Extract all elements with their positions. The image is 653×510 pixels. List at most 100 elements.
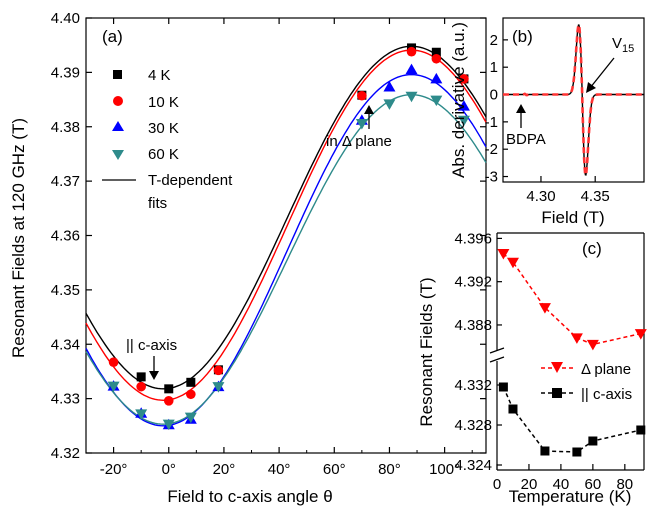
temperature-line-series-0 (502, 253, 641, 346)
temperature-line-series-1 (502, 386, 641, 453)
temperature-point-series-1 (572, 447, 582, 457)
panel-c-x-tick-label: 60 (585, 476, 602, 493)
annotation-c-axis: || c-axis (126, 337, 177, 354)
legend-label-30k: 30 K (148, 120, 179, 137)
panel-b-y-tick-label: 1 (490, 59, 498, 76)
data-point-series-0 (431, 47, 441, 57)
annotation-bdpa-arrowhead (516, 104, 526, 113)
panel-a-y-tick-label: 4.35 (51, 282, 80, 299)
panel-c-legend: Δ plane || c-axis (541, 361, 632, 403)
temperature-point-series-1 (636, 425, 646, 435)
panel-a-y-tick-label: 4.36 (51, 228, 80, 245)
panel-a-y-axis-label: Resonant Fields at 120 GHz (T) (9, 118, 28, 358)
data-point-series-3 (405, 91, 418, 103)
data-point-series-3 (430, 95, 443, 107)
panel-a-legend: 4 K 10 K 30 K 60 K T-dependent fits (102, 67, 233, 212)
panel-b: (b) 4.30 4.35 -3 -2 -1 0 1 2 Field (T) Abs. de… (449, 17, 645, 227)
legend-label-delta: Δ plane (581, 361, 631, 378)
panel-c-label: (c) (582, 239, 602, 258)
legend-label-4k: 4 K (148, 67, 171, 84)
fit-curve-2 (85, 73, 487, 427)
data-point-series-3 (184, 412, 197, 424)
panel-a: (a) -20° 0° 20° 40° 60° 80° 100° 4.32 4.33 4.34 4… (9, 10, 487, 506)
temperature-point-series-0 (506, 257, 519, 269)
panel-c-y-tick-label: 4.392 (454, 274, 492, 291)
temperature-point-series-0 (634, 329, 647, 340)
panel-a-y-tick-label: 4.32 (51, 445, 80, 462)
panel-c-y-tick-label: 4.324 (454, 457, 492, 474)
panel-b-y-axis-label: Abs. derivative (a.u.) (449, 22, 468, 178)
fit-curve-0 (85, 45, 487, 390)
panel-a-y-tick-label: 4.38 (51, 119, 80, 136)
data-point-series-3 (135, 409, 148, 420)
data-point-series-0 (136, 372, 146, 382)
data-point-series-2 (405, 63, 418, 75)
data-point-series-2 (430, 72, 443, 84)
legend-marker-60k (112, 150, 124, 160)
annotation-bdpa: BDPA (506, 131, 546, 148)
temperature-point-series-0 (497, 249, 510, 260)
data-point-series-1 (108, 357, 119, 367)
annotation-v15-arrowhead (586, 82, 596, 93)
temperature-point-series-1 (588, 436, 598, 446)
panel-c-x-tick-label: 20 (521, 476, 538, 493)
temperature-point-series-0 (586, 339, 599, 351)
panel-b-y-tick-label: 0 (490, 87, 498, 104)
data-point-series-1 (431, 53, 442, 64)
data-point-series-1 (163, 396, 174, 406)
data-point-series-1 (459, 74, 469, 84)
panel-a-x-tick-label: 20° (213, 461, 236, 478)
legend-label-fits-1: T-dependent (148, 172, 233, 189)
fit-curve-1 (85, 49, 487, 402)
panel-c-x-tick-label: 0 (493, 476, 501, 493)
temperature-point-series-1 (498, 382, 508, 392)
data-point-series-1 (136, 381, 146, 392)
legend-marker-caxis (552, 388, 562, 398)
spectrum-dashed-line (503, 23, 644, 177)
panel-c-x-axis-label: Temperature (K) (509, 487, 632, 506)
panel-c-y-tick-label: 4.332 (454, 377, 492, 394)
data-point-series-2 (383, 81, 396, 92)
panel-b-label: (b) (512, 27, 533, 46)
data-point-series-3 (383, 99, 396, 110)
data-point-series-1 (186, 389, 196, 400)
temperature-point-series-0 (538, 303, 551, 314)
panel-a-x-tick-label: 0° (162, 461, 176, 478)
data-point-series-3 (355, 118, 368, 130)
panel-b-x-tick-label: 4.30 (526, 188, 555, 205)
temperature-point-series-1 (508, 404, 518, 414)
data-point-series-1 (406, 46, 417, 57)
data-point-series-1 (357, 90, 367, 101)
panel-a-x-tick-label: 80° (378, 461, 401, 478)
data-point-series-0 (164, 384, 174, 394)
panel-a-y-tick-label: 4.39 (51, 64, 80, 81)
panel-c-y-tick-label: 4.388 (454, 317, 492, 334)
panel-b-y-tick-label: -1 (485, 114, 498, 131)
panel-b-x-tick-label: 4.35 (581, 188, 610, 205)
panel-b-y-tick-label: -2 (485, 141, 498, 158)
axis-break-gap (491, 351, 503, 361)
data-point-series-3 (457, 115, 470, 127)
panel-a-y-tick-label: 4.37 (51, 173, 80, 190)
panel-c-y-tick-label: 4.396 (454, 230, 492, 247)
legend-label-caxis: || c-axis (581, 386, 632, 403)
panel-b-x-axis-label: Field (T) (541, 208, 604, 227)
panel-c-y-tick-label: 4.328 (454, 417, 492, 434)
panel-b-y-tick-label: 2 (490, 32, 498, 49)
panel-a-y-tick-label: 4.40 (51, 10, 80, 27)
data-point-series-3 (212, 382, 225, 393)
panel-a-y-tick-label: 4.34 (51, 336, 80, 353)
panel-b-frame (502, 17, 645, 183)
panel-a-x-tick-label: 60° (323, 461, 346, 478)
axis-break-mark-2 (489, 356, 505, 363)
data-point-series-2 (457, 100, 470, 111)
annotation-c-axis-arrowhead (149, 371, 159, 380)
panel-a-x-tick-label: 40° (268, 461, 291, 478)
panel-c-x-tick-label: 40 (553, 476, 570, 493)
panel-a-x-tick-label: -20° (100, 461, 128, 478)
panel-a-label: (a) (102, 27, 123, 46)
axis-break-mark-1 (489, 347, 505, 354)
annotation-v15-arrow (589, 57, 615, 89)
data-point-series-3 (107, 381, 120, 393)
